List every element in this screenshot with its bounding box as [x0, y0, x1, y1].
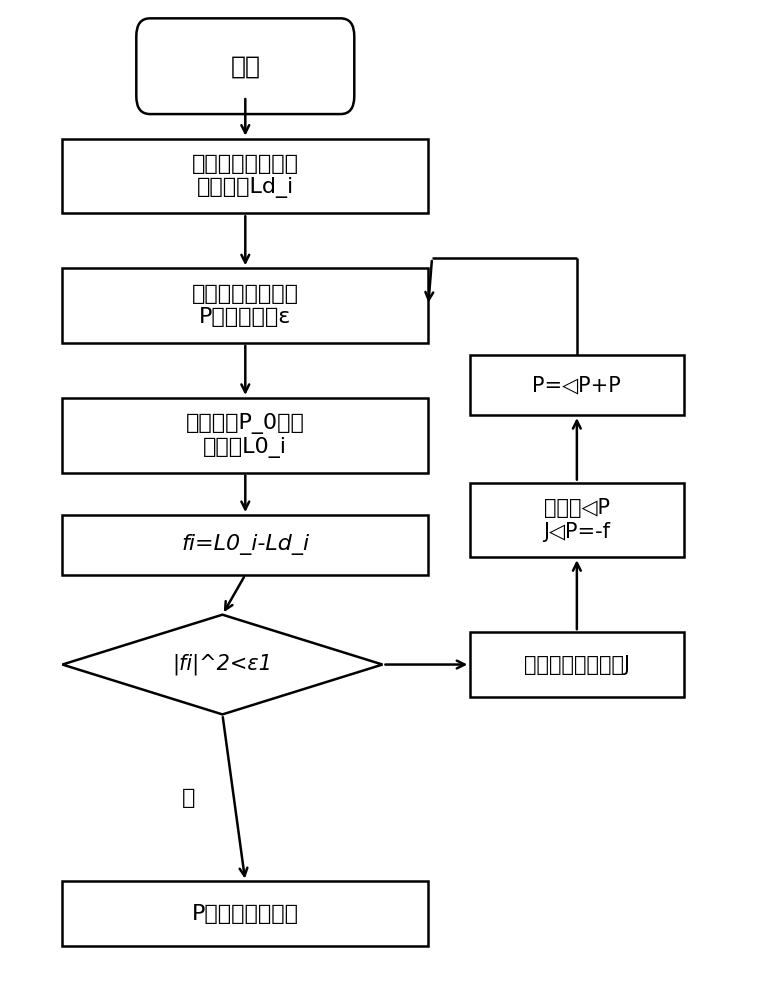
Text: 求迭代雅克比矩阵J: 求迭代雅克比矩阵J [524, 655, 630, 675]
Text: 位姿初值P_0反解
计算得L0_i: 位姿初值P_0反解 计算得L0_i [186, 413, 304, 458]
Bar [63, 881, 428, 946]
Text: 修正值◁P
J◁P=-f: 修正值◁P J◁P=-f [543, 498, 610, 542]
Text: 读取电缸支腿的伸
缩量信息Ld_i: 读取电缸支腿的伸 缩量信息Ld_i [192, 154, 299, 198]
Bar [470, 483, 684, 557]
Bar [470, 632, 684, 697]
Bar [63, 515, 428, 575]
FancyBboxPatch shape [136, 18, 354, 114]
Bar [63, 139, 428, 213]
Bar [63, 398, 428, 473]
Text: 开始: 开始 [230, 54, 260, 78]
Text: fi=L0_i-Ld_i: fi=L0_i-Ld_i [181, 534, 309, 555]
Text: P=◁P+P: P=◁P+P [532, 375, 621, 395]
Text: 设置迭代位姿初值
P与收敛半径ε: 设置迭代位姿初值 P与收敛半径ε [192, 284, 299, 327]
Bar [63, 268, 428, 343]
Text: 是: 是 [181, 788, 195, 808]
Text: |fi|^2<ε1: |fi|^2<ε1 [172, 654, 272, 675]
Text: P为正解所求位姿: P为正解所求位姿 [192, 904, 299, 924]
Polygon shape [63, 615, 382, 714]
Bar [470, 355, 684, 415]
